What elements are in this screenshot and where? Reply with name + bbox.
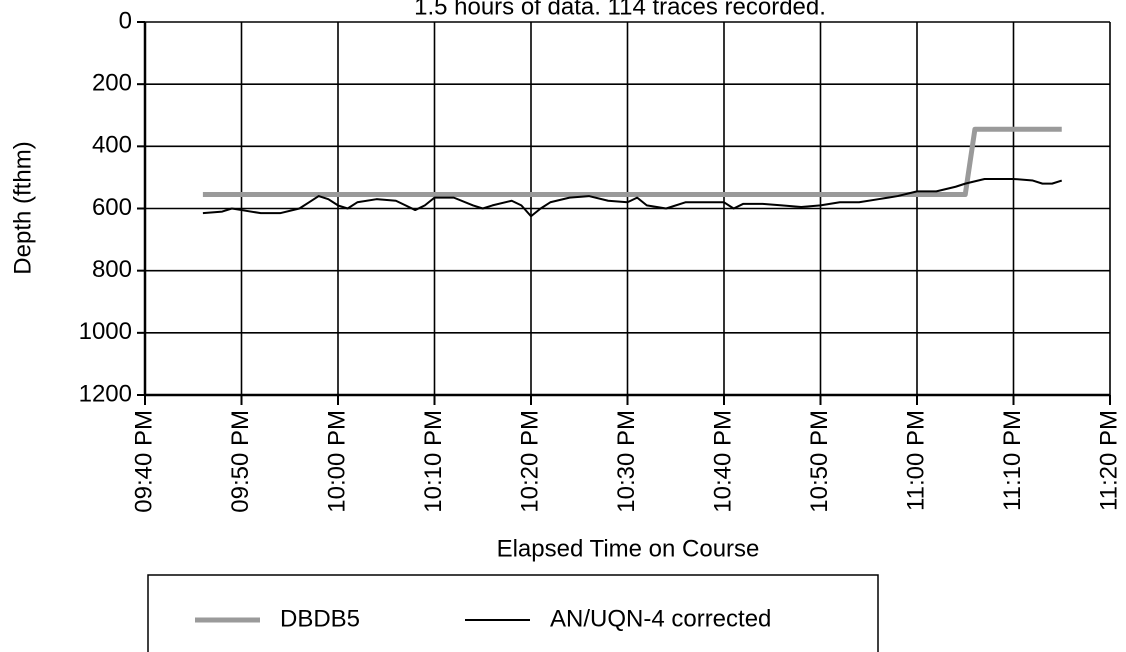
x-tick-label: 10:50 PM [806, 410, 833, 513]
x-tick-label: 11:20 PM [1095, 410, 1122, 511]
x-tick-label: 10:10 PM [420, 410, 447, 513]
series-line [202, 177, 1063, 218]
legend-label: DBDB5 [280, 605, 360, 632]
x-tick-label: 11:00 PM [902, 410, 929, 511]
y-tick-label: 1000 [79, 318, 132, 345]
x-tick-label: 10:30 PM [613, 410, 640, 513]
x-tick-label: 11:10 PM [999, 410, 1026, 511]
y-tick-label: 400 [92, 132, 132, 159]
y-tick-label: 800 [92, 256, 132, 283]
legend-label: AN/UQN-4 corrected [550, 605, 771, 632]
y-tick-label: 0 [119, 7, 132, 34]
x-tick-label: 09:50 PM [227, 410, 254, 513]
y-tick-label: 600 [92, 194, 132, 221]
chart-title: 1.5 hours of data. 114 traces recorded. [414, 0, 826, 20]
y-axis-title: Depth (fthm) [9, 141, 36, 274]
series-line [202, 126, 1062, 198]
y-tick-label: 200 [92, 70, 132, 97]
x-tick-label: 10:00 PM [323, 410, 350, 513]
y-tick-label: 1200 [79, 380, 132, 407]
x-tick-label: 09:40 PM [130, 410, 157, 513]
legend-box [147, 574, 879, 652]
x-axis-title: Elapsed Time on Course [497, 535, 760, 562]
x-tick-label: 10:40 PM [709, 410, 736, 513]
x-tick-label: 10:20 PM [516, 410, 543, 513]
